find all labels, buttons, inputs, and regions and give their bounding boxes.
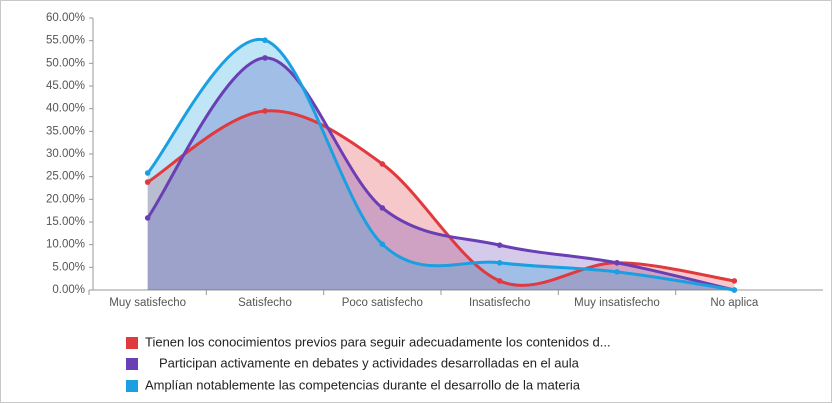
legend-label: Amplían notablemente las competencias du… bbox=[145, 377, 581, 392]
legend-swatch bbox=[126, 337, 138, 349]
y-tick-label: 30.00% bbox=[46, 148, 85, 160]
point bbox=[731, 278, 738, 284]
point bbox=[379, 161, 386, 167]
point bbox=[496, 242, 503, 248]
y-tick-label: 55.00% bbox=[46, 35, 85, 47]
point bbox=[262, 55, 268, 61]
legend-swatch bbox=[126, 358, 138, 370]
y-tick-label: 5.00% bbox=[52, 261, 85, 273]
y-tick-label: 20.00% bbox=[46, 193, 85, 205]
area bbox=[147, 110, 735, 291]
x-tick-label: Poco satisfecho bbox=[341, 297, 423, 309]
point bbox=[614, 260, 620, 266]
y-tick-label: 0.00% bbox=[52, 284, 85, 296]
y-tick-label: 40.00% bbox=[46, 103, 85, 115]
x-tick-label: Muy satisfecho bbox=[109, 297, 186, 309]
area bbox=[147, 57, 735, 290]
x-tick-label: Muy insatisfecho bbox=[574, 297, 660, 309]
legend-label: Tienen los conocimientos previos para se… bbox=[145, 334, 611, 349]
y-tick-label: 15.00% bbox=[46, 216, 85, 228]
y-tick-label: 35.00% bbox=[46, 125, 85, 137]
point bbox=[144, 170, 151, 176]
point bbox=[144, 215, 151, 221]
x-tick-label: Satisfecho bbox=[238, 297, 292, 309]
y-tick-label: 10.00% bbox=[46, 239, 85, 251]
point bbox=[379, 241, 386, 248]
area bbox=[147, 39, 735, 290]
point bbox=[262, 37, 268, 44]
y-tick-label: 50.00% bbox=[46, 57, 85, 69]
y-tick-label: 45.00% bbox=[46, 80, 85, 92]
point bbox=[496, 260, 503, 266]
point bbox=[496, 278, 503, 284]
legend-swatch bbox=[126, 380, 138, 392]
x-tick-label: No aplica bbox=[710, 297, 759, 309]
point bbox=[614, 269, 620, 275]
point bbox=[144, 179, 151, 185]
point bbox=[262, 108, 268, 114]
x-tick-label: Insatisfecho bbox=[468, 297, 531, 309]
point bbox=[731, 287, 738, 293]
point bbox=[379, 205, 386, 211]
legend-label: Participan activamente en debates y acti… bbox=[159, 355, 580, 370]
y-tick-label: 60.00% bbox=[46, 12, 85, 24]
y-tick-label: 25.00% bbox=[46, 171, 85, 183]
